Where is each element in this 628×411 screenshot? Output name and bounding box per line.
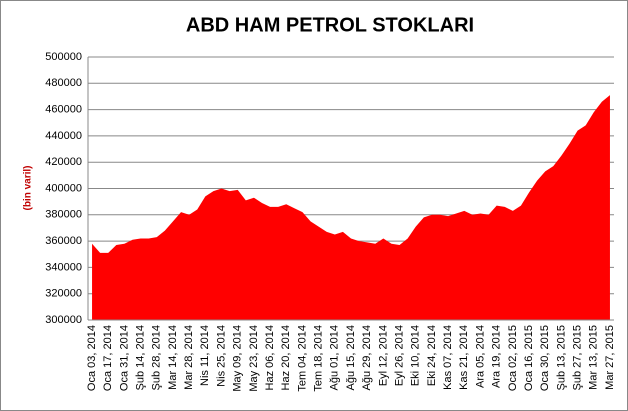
x-tick-label: May 09, 2014 [232, 325, 244, 392]
area [92, 95, 610, 320]
x-tick-label: Kas 07, 2014 [442, 325, 454, 390]
x-tick-label: Mar 28, 2014 [183, 325, 195, 390]
y-tick-label: 300000 [45, 314, 82, 326]
x-tick-label: Ara 05, 2014 [474, 325, 486, 388]
x-tick-label: Mar 14, 2014 [167, 325, 179, 390]
x-tick-label: Oca 31, 2014 [118, 325, 130, 391]
x-tick-label: Mar 13, 2015 [588, 325, 600, 390]
y-tick-label: 500000 [45, 51, 82, 63]
y-tick-label: 480000 [45, 77, 82, 89]
x-tick-label: Eyl 12, 2014 [377, 325, 389, 386]
x-tick-label: Eyl 26, 2014 [393, 325, 405, 386]
y-axis-title: (bin varil) [23, 165, 34, 210]
x-tick-label: Eki 24, 2014 [426, 325, 438, 386]
x-tick-label: Oca 16, 2015 [523, 325, 535, 391]
x-tick-label: Eki 10, 2014 [410, 325, 422, 386]
y-tick-label: 340000 [45, 261, 82, 273]
y-tick-label: 360000 [45, 235, 82, 247]
x-tick-label: Tem 04, 2014 [296, 325, 308, 392]
chart-title: ABD HAM PETROL STOKLARI [186, 14, 474, 36]
y-tick-label: 460000 [45, 104, 82, 116]
x-tick-label: Ara 19, 2014 [491, 325, 503, 388]
y-tick-label: 320000 [45, 288, 82, 300]
x-tick-label: Tem 18, 2014 [313, 325, 325, 392]
x-tick-label: May 23, 2014 [248, 325, 260, 392]
x-tick-label: Haz 06, 2014 [264, 325, 276, 390]
x-tick-label: Ağu 01, 2014 [329, 325, 341, 390]
x-tick-label: Oca 02, 2015 [507, 325, 519, 391]
y-tick-label: 440000 [45, 130, 82, 142]
x-tick-label: Oca 17, 2014 [102, 325, 114, 391]
x-tick-label: Mar 27, 2015 [604, 325, 616, 390]
x-tick-label: Oca 30, 2015 [539, 325, 551, 391]
y-tick-label: 380000 [45, 209, 82, 221]
x-tick-label: Oca 03, 2014 [86, 325, 98, 391]
x-tick-label: Ağu 15, 2014 [345, 325, 357, 390]
x-tick-label: Nis 25, 2014 [215, 325, 227, 387]
x-tick-label: Şub 14, 2014 [135, 325, 147, 390]
x-tick-label: Şub 27, 2015 [571, 325, 583, 390]
y-tick-label: 420000 [45, 156, 82, 168]
y-tick-label: 400000 [45, 182, 82, 194]
x-tick-label: Haz 20, 2014 [280, 325, 292, 390]
x-tick-label: Ağu 29, 2014 [361, 325, 373, 390]
x-tick-label: Şub 13, 2015 [555, 325, 567, 390]
x-tick-label: Kas 21, 2014 [458, 325, 470, 390]
x-tick-label: Şub 28, 2014 [151, 325, 163, 390]
x-tick-label: Nis 11, 2014 [199, 325, 211, 386]
